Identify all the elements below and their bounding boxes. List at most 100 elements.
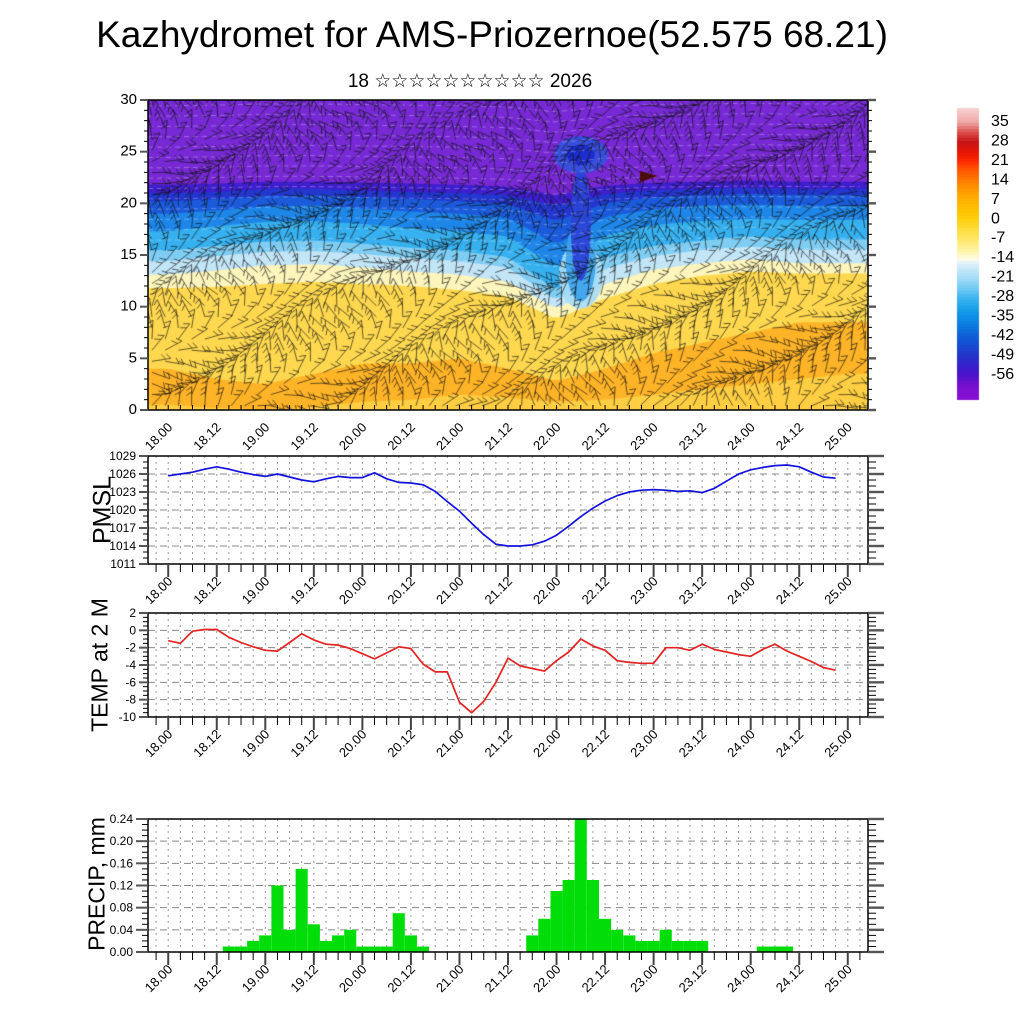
cross-section-axes: 18.00 18.12 19.00 19.12 20.00 20.12 21.00 21.12… xyxy=(120,91,876,453)
precip-bar xyxy=(599,918,612,953)
svg-text:25: 25 xyxy=(120,143,137,160)
svg-text:0.20: 0.20 xyxy=(110,834,134,848)
svg-text:22.00: 22.00 xyxy=(530,574,564,608)
temp-axis-title: TEMP at 2 M xyxy=(86,598,113,732)
svg-text:1026: 1026 xyxy=(109,467,136,481)
svg-text:21: 21 xyxy=(991,152,1009,169)
svg-text:19.00: 19.00 xyxy=(239,420,273,454)
svg-text:20: 20 xyxy=(120,194,137,211)
colorbar-labels: 35 28 21 14 7 0 -7 -14 -21 -28 -35 -42 -49 -56 xyxy=(991,113,1014,383)
svg-text:-4: -4 xyxy=(125,658,136,672)
precip-bar xyxy=(404,935,417,952)
pmsl-axis-title: PMSL xyxy=(88,475,117,545)
svg-text:20.00: 20.00 xyxy=(336,727,370,761)
temp-panel: 18.00 18.12 19.00 19.12 20.00 20.12 21.00 21.12… xyxy=(119,606,884,760)
precip-bar xyxy=(550,891,563,952)
svg-text:21.12: 21.12 xyxy=(482,420,516,454)
precip-bar xyxy=(295,868,308,952)
svg-text:21.00: 21.00 xyxy=(433,962,467,996)
svg-text:23.00: 23.00 xyxy=(627,420,661,454)
svg-text:2: 2 xyxy=(129,606,136,620)
svg-text:25.00: 25.00 xyxy=(821,420,855,454)
svg-text:1014: 1014 xyxy=(109,539,136,553)
svg-text:22.00: 22.00 xyxy=(530,727,564,761)
svg-text:24.12: 24.12 xyxy=(773,420,807,454)
svg-text:22.12: 22.12 xyxy=(579,727,613,761)
svg-text:-42: -42 xyxy=(991,327,1014,344)
precip-bar xyxy=(623,935,636,952)
svg-text:7: 7 xyxy=(991,191,1000,208)
svg-text:-35: -35 xyxy=(991,308,1014,325)
precip-bar xyxy=(332,935,345,952)
precip-axis-title: PRECIP, mm xyxy=(83,817,110,951)
svg-text:24.00: 24.00 xyxy=(724,574,758,608)
precip-bar xyxy=(538,918,551,953)
svg-text:23.00: 23.00 xyxy=(627,727,661,761)
precip-bar xyxy=(586,880,599,952)
precip-bar xyxy=(271,885,284,952)
svg-text:21.00: 21.00 xyxy=(433,574,467,608)
svg-text:19.12: 19.12 xyxy=(287,420,321,454)
svg-text:30: 30 xyxy=(120,91,137,108)
svg-text:-28: -28 xyxy=(991,288,1014,305)
precip-bar xyxy=(259,935,272,952)
svg-text:0.00: 0.00 xyxy=(110,945,134,959)
precip-bar xyxy=(526,935,539,952)
svg-text:22.12: 22.12 xyxy=(579,420,613,454)
svg-text:24.00: 24.00 xyxy=(724,420,758,454)
svg-text:-2: -2 xyxy=(125,641,136,655)
precip-bar xyxy=(392,913,405,952)
svg-text:25.00: 25.00 xyxy=(821,727,855,761)
svg-text:18.00: 18.00 xyxy=(142,962,176,996)
precip-bar xyxy=(247,940,260,952)
svg-text:-21: -21 xyxy=(991,269,1014,286)
precip-bar xyxy=(222,946,235,952)
svg-text:19.12: 19.12 xyxy=(287,727,321,761)
svg-text:0.12: 0.12 xyxy=(110,879,134,893)
precip-bar xyxy=(781,946,794,952)
svg-text:21.00: 21.00 xyxy=(433,420,467,454)
svg-text:14: 14 xyxy=(991,171,1009,188)
svg-text:21.00: 21.00 xyxy=(433,727,467,761)
precip-bar xyxy=(319,940,332,952)
svg-text:18.00: 18.00 xyxy=(142,727,176,761)
svg-text:0.24: 0.24 xyxy=(110,812,134,826)
svg-text:21.12: 21.12 xyxy=(482,727,516,761)
svg-text:23.00: 23.00 xyxy=(627,574,661,608)
precip-bar xyxy=(356,946,369,952)
svg-text:10: 10 xyxy=(120,298,137,315)
svg-text:20.12: 20.12 xyxy=(384,727,418,761)
precip-bar xyxy=(344,929,357,952)
svg-text:35: 35 xyxy=(991,113,1009,130)
svg-text:24.12: 24.12 xyxy=(773,962,807,996)
precip-bar xyxy=(235,946,248,952)
svg-text:25.00: 25.00 xyxy=(821,962,855,996)
svg-text:22.00: 22.00 xyxy=(530,420,564,454)
svg-text:20.00: 20.00 xyxy=(336,962,370,996)
svg-text:23.12: 23.12 xyxy=(676,962,710,996)
precip-bar xyxy=(684,940,697,952)
svg-text:0: 0 xyxy=(991,210,1000,227)
svg-text:1029: 1029 xyxy=(109,449,136,463)
svg-text:24.00: 24.00 xyxy=(724,962,758,996)
pmsl-panel-series xyxy=(168,464,836,547)
precip-bar xyxy=(756,946,769,952)
svg-text:-49: -49 xyxy=(991,346,1014,363)
svg-text:28: 28 xyxy=(991,132,1009,149)
precip-bar xyxy=(659,929,672,952)
precip-bar xyxy=(611,929,624,952)
svg-text:23.12: 23.12 xyxy=(676,727,710,761)
page-title: Kazhydromet for AMS-Priozernoe(52.575 68… xyxy=(96,14,888,55)
svg-text:20.12: 20.12 xyxy=(384,420,418,454)
svg-text:0: 0 xyxy=(129,401,137,418)
svg-text:0.04: 0.04 xyxy=(110,923,134,937)
svg-text:25.00: 25.00 xyxy=(821,574,855,608)
svg-text:24.00: 24.00 xyxy=(724,727,758,761)
svg-text:19.12: 19.12 xyxy=(287,962,321,996)
precip-bar xyxy=(307,924,320,952)
precip-bar xyxy=(380,946,393,952)
svg-text:0.16: 0.16 xyxy=(110,856,134,870)
svg-text:20.00: 20.00 xyxy=(336,420,370,454)
